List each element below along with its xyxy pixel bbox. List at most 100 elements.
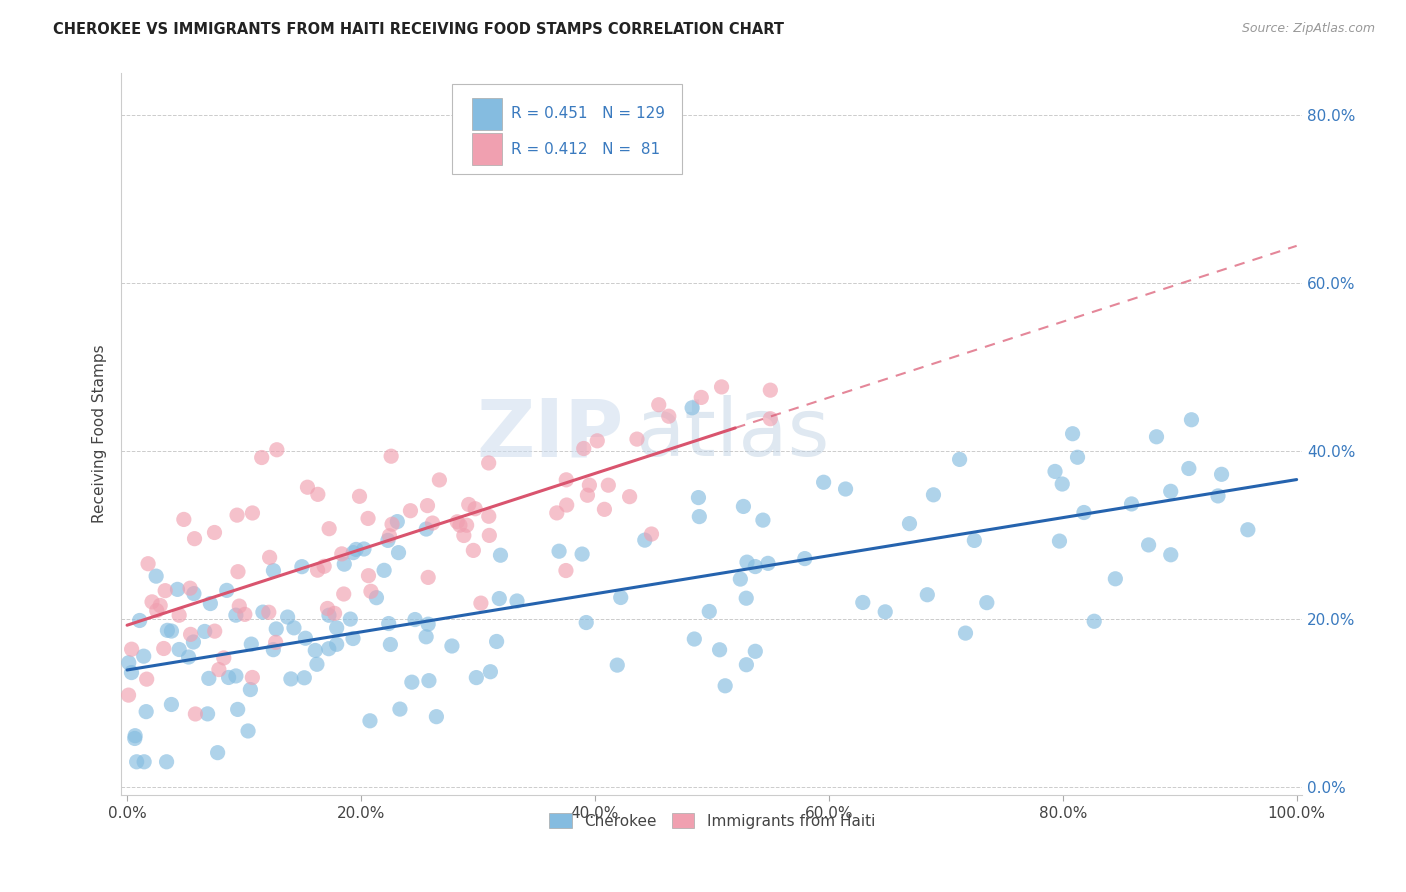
- Point: [418, 617, 440, 632]
- Point: [593, 502, 616, 516]
- Point: [377, 533, 399, 548]
- Point: [1066, 450, 1088, 465]
- Point: [422, 516, 444, 530]
- Point: [1043, 465, 1066, 479]
- Point: [134, 755, 156, 769]
- Point: [304, 643, 326, 657]
- Point: [141, 595, 163, 609]
- Text: R = 0.451   N = 129: R = 0.451 N = 129: [510, 106, 665, 121]
- Point: [688, 509, 710, 524]
- Point: [1121, 497, 1143, 511]
- Point: [264, 622, 287, 636]
- Point: [449, 518, 471, 533]
- Point: [380, 449, 402, 463]
- Point: [598, 478, 620, 492]
- Point: [463, 543, 485, 558]
- Point: [1206, 489, 1229, 503]
- Point: [242, 506, 264, 520]
- Point: [555, 564, 578, 578]
- Point: [333, 557, 356, 571]
- Point: [262, 642, 284, 657]
- Point: [250, 450, 273, 465]
- Point: [506, 594, 529, 608]
- Point: [225, 608, 247, 623]
- Point: [759, 383, 782, 397]
- Point: [709, 642, 731, 657]
- Point: [353, 541, 375, 556]
- Point: [218, 671, 240, 685]
- Point: [586, 434, 609, 448]
- Point: [1049, 534, 1071, 549]
- Point: [917, 588, 939, 602]
- Point: [266, 442, 288, 457]
- Point: [135, 705, 157, 719]
- Point: [215, 583, 238, 598]
- Point: [756, 557, 779, 571]
- Point: [626, 432, 648, 446]
- Point: [640, 527, 662, 541]
- Point: [236, 723, 259, 738]
- Point: [425, 709, 447, 723]
- Point: [478, 456, 501, 470]
- Point: [619, 490, 641, 504]
- Point: [349, 489, 371, 503]
- Point: [546, 506, 568, 520]
- Text: Source: ZipAtlas.com: Source: ZipAtlas.com: [1241, 22, 1375, 36]
- Point: [387, 546, 409, 560]
- Point: [294, 632, 316, 646]
- Point: [813, 475, 835, 490]
- Point: [212, 651, 235, 665]
- Point: [316, 601, 339, 615]
- Point: [714, 679, 737, 693]
- Point: [453, 528, 475, 542]
- Point: [233, 607, 256, 622]
- Point: [357, 511, 380, 525]
- Point: [681, 401, 703, 415]
- Point: [489, 548, 512, 562]
- Point: [1160, 484, 1182, 499]
- Point: [1237, 523, 1260, 537]
- Point: [963, 533, 986, 548]
- FancyBboxPatch shape: [472, 97, 502, 130]
- Point: [149, 599, 172, 613]
- Point: [239, 682, 262, 697]
- Point: [606, 658, 628, 673]
- Point: [332, 587, 354, 601]
- Point: [1104, 572, 1126, 586]
- Point: [121, 642, 143, 657]
- Point: [225, 669, 247, 683]
- Point: [318, 522, 340, 536]
- Point: [457, 498, 479, 512]
- Point: [179, 581, 201, 595]
- Legend: Cherokee, Immigrants from Haiti: Cherokee, Immigrants from Haiti: [543, 806, 882, 835]
- Point: [135, 672, 157, 686]
- Point: [875, 605, 897, 619]
- Y-axis label: Receiving Food Stamps: Receiving Food Stamps: [93, 345, 107, 524]
- Point: [226, 508, 249, 523]
- Point: [479, 665, 502, 679]
- Point: [555, 473, 578, 487]
- Point: [167, 608, 190, 623]
- Point: [948, 452, 970, 467]
- Point: [160, 624, 183, 638]
- Point: [152, 641, 174, 656]
- Point: [292, 671, 315, 685]
- Point: [548, 544, 571, 558]
- Point: [415, 630, 437, 644]
- Point: [283, 621, 305, 635]
- Point: [1050, 477, 1073, 491]
- Point: [478, 509, 501, 524]
- Point: [124, 729, 146, 743]
- Point: [1083, 614, 1105, 628]
- Point: [325, 621, 347, 635]
- Point: [752, 513, 775, 527]
- Point: [609, 591, 631, 605]
- Point: [207, 746, 229, 760]
- Point: [153, 583, 176, 598]
- Point: [307, 487, 329, 501]
- Point: [478, 528, 501, 542]
- Point: [136, 557, 159, 571]
- Point: [318, 641, 340, 656]
- Point: [388, 702, 411, 716]
- Point: [576, 488, 599, 502]
